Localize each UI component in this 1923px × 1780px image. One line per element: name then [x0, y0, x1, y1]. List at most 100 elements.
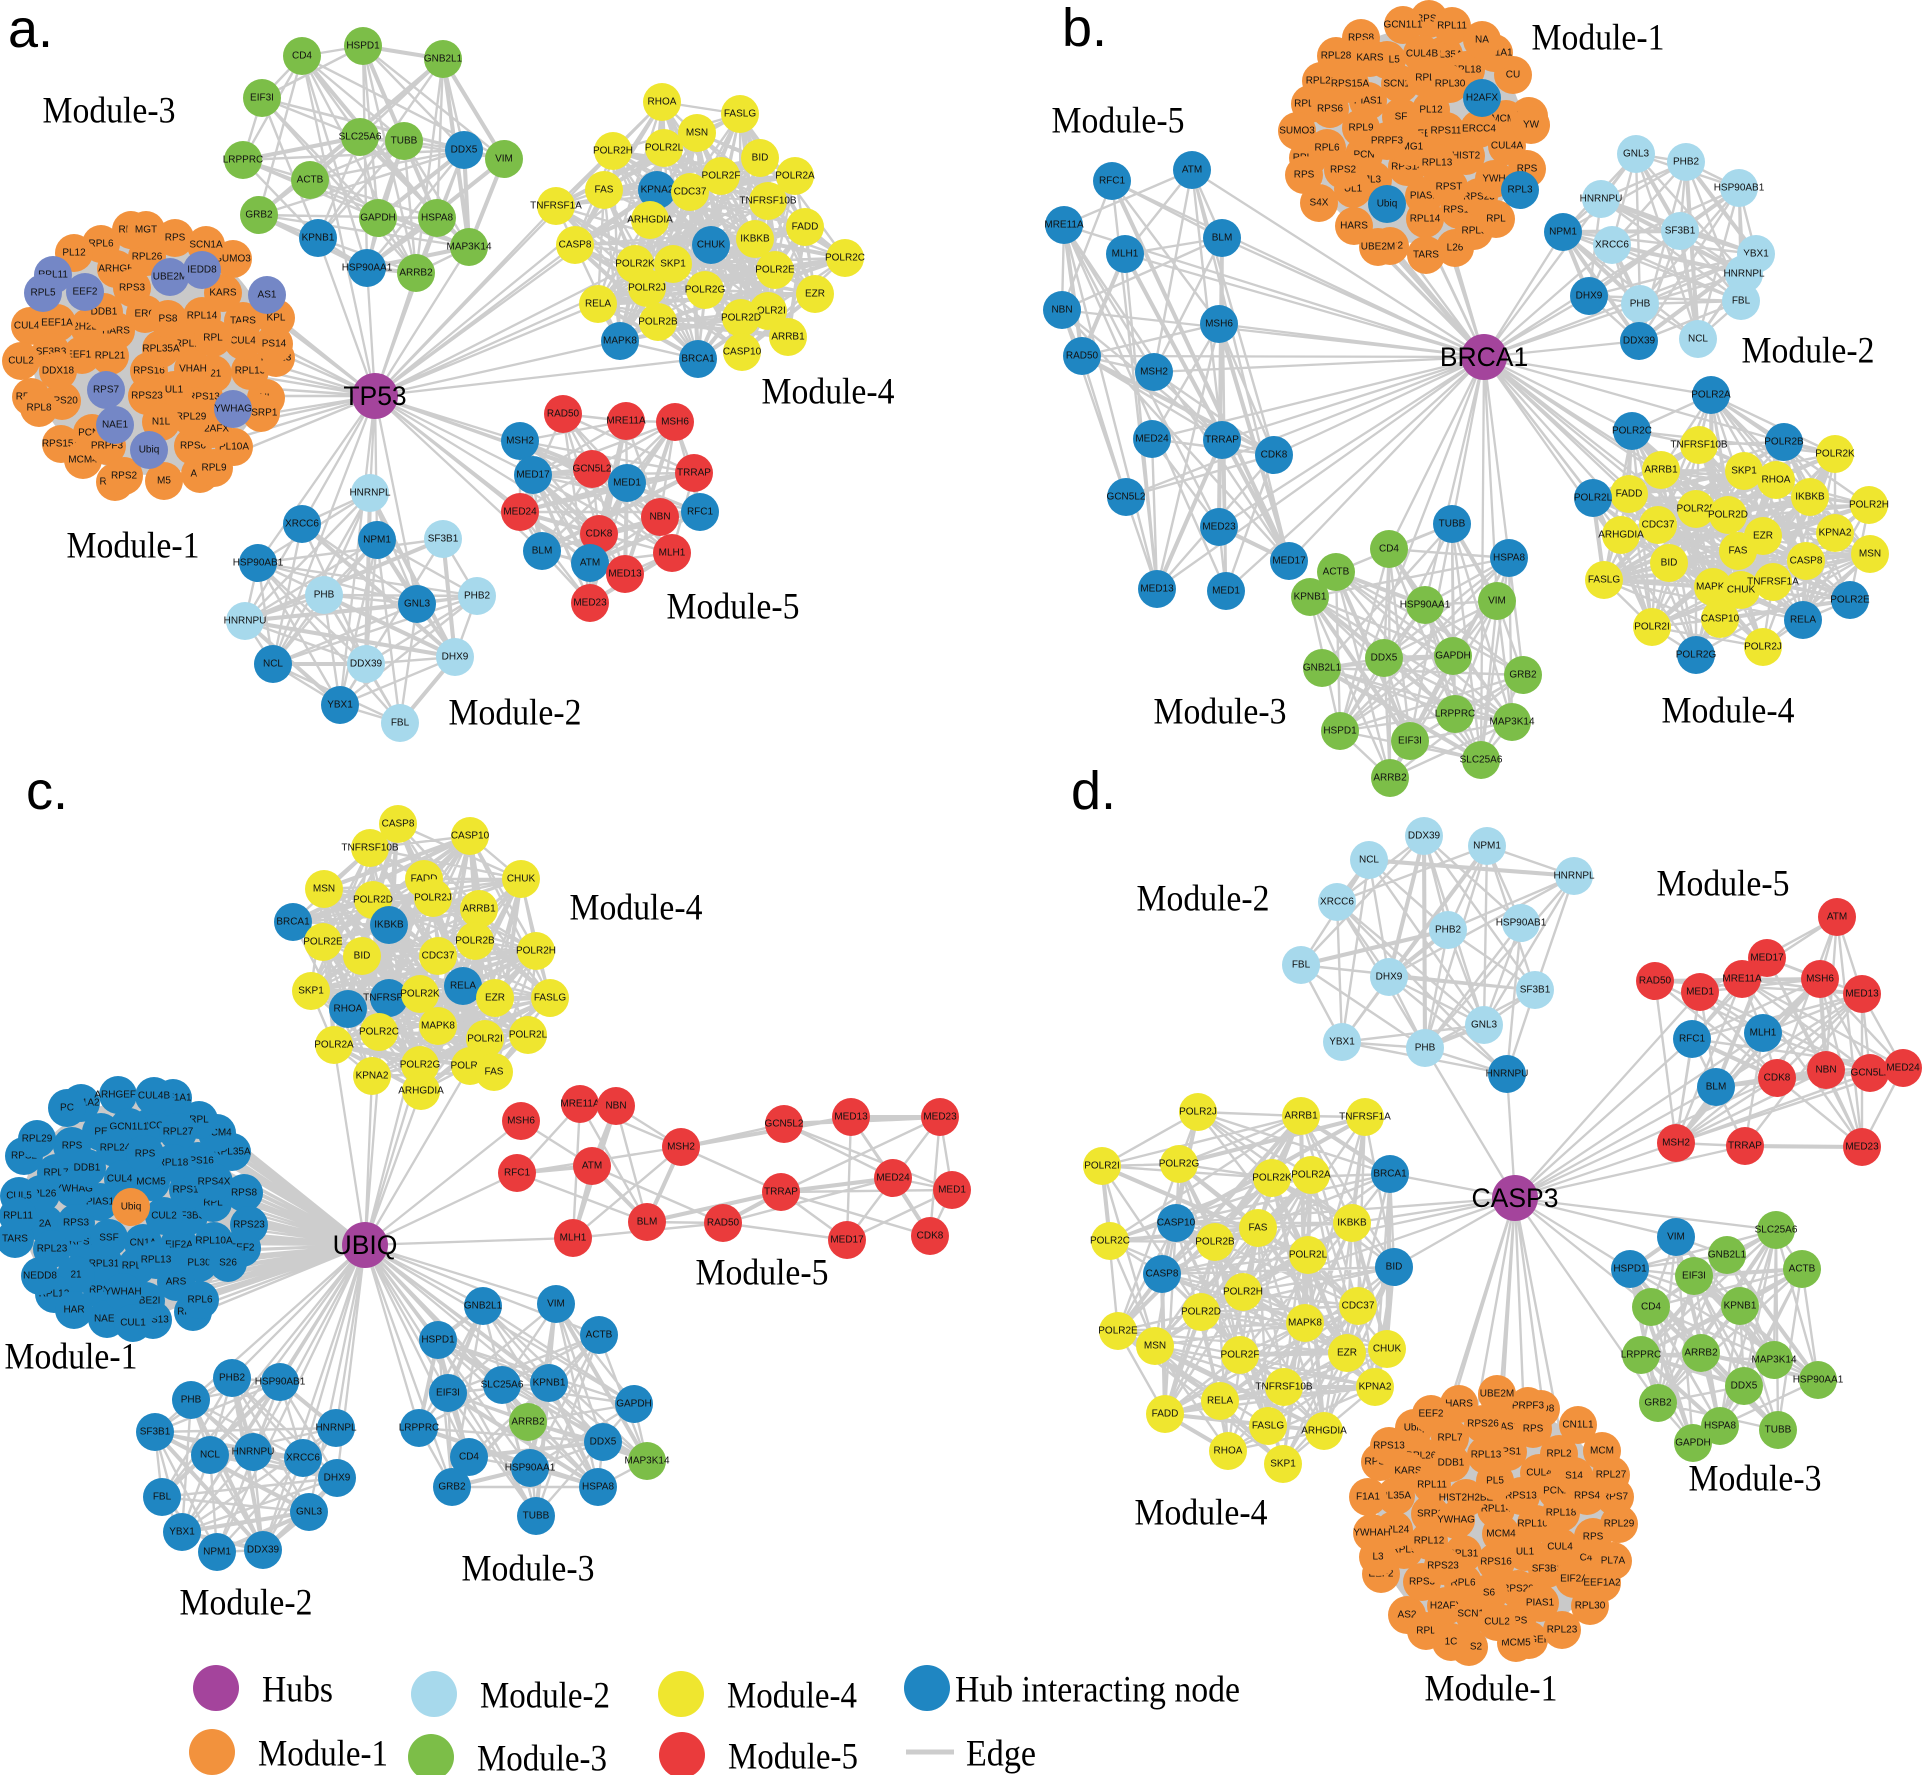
svg-text:ARRB1: ARRB1 — [462, 904, 496, 915]
svg-text:ARRB1: ARRB1 — [1284, 1111, 1318, 1122]
svg-text:RPL3: RPL3 — [1507, 185, 1532, 196]
svg-text:RPL7: RPL7 — [43, 1168, 68, 1179]
svg-text:S14: S14 — [1565, 1471, 1583, 1482]
svg-text:JL3: JL3 — [1365, 175, 1382, 186]
svg-text:IKBKB: IKBKB — [1795, 492, 1825, 503]
svg-text:FAS: FAS — [1729, 546, 1748, 557]
svg-text:DHX9: DHX9 — [324, 1473, 351, 1484]
svg-text:YWHAG: YWHAG — [1437, 1515, 1475, 1526]
svg-text:ACTB: ACTB — [1323, 567, 1350, 578]
svg-text:POLR2C: POLR2C — [825, 253, 865, 264]
svg-text:MCM5: MCM5 — [136, 1177, 166, 1188]
svg-text:RPL18: RPL18 — [1451, 65, 1482, 76]
svg-text:CU: CU — [1506, 70, 1520, 81]
svg-text:RPL21: RPL21 — [1306, 76, 1337, 87]
svg-text:Module-2: Module-2 — [449, 693, 582, 734]
svg-text:GNB2L1: GNB2L1 — [424, 54, 463, 65]
svg-text:POLR2D: POLR2D — [1181, 1307, 1221, 1318]
svg-text:LRPPRC: LRPPRC — [1435, 709, 1476, 720]
svg-text:RPS15A: RPS15A — [42, 439, 81, 450]
svg-text:MED23: MED23 — [1845, 1142, 1879, 1153]
svg-text:Module-3: Module-3 — [1154, 692, 1287, 733]
svg-text:DDB1: DDB1 — [74, 1163, 101, 1174]
svg-text:FAS: FAS — [595, 185, 614, 196]
svg-text:VHAH: VHAH — [179, 364, 207, 375]
svg-text:M5: M5 — [157, 476, 171, 487]
svg-text:H2AFX: H2AFX — [1466, 93, 1499, 104]
svg-text:RPL35A: RPL35A — [1425, 50, 1463, 61]
svg-text:PL12: PL12 — [62, 248, 86, 259]
svg-text:XRCC6: XRCC6 — [1320, 897, 1354, 908]
svg-text:RPS13: RPS13 — [1443, 205, 1475, 216]
svg-text:MSH2: MSH2 — [1662, 1138, 1690, 1149]
svg-text:EZR: EZR — [485, 993, 505, 1004]
svg-text:CN1L1: CN1L1 — [1562, 1420, 1594, 1431]
svg-text:N1L: N1L — [152, 417, 171, 428]
svg-text:DDX5: DDX5 — [451, 145, 478, 156]
svg-text:RPL10A: RPL10A — [195, 1236, 233, 1247]
svg-text:L3: L3 — [1372, 1552, 1384, 1563]
svg-text:MED24: MED24 — [503, 507, 537, 518]
svg-text:SKP1: SKP1 — [1270, 1459, 1296, 1470]
svg-text:SUMO3: SUMO3 — [1279, 126, 1315, 137]
svg-text:RHOA: RHOA — [334, 1004, 363, 1015]
svg-text:PHB2: PHB2 — [219, 1373, 246, 1384]
svg-text:RPS7: RPS7 — [69, 1237, 96, 1248]
svg-text:PL35A: PL35A — [1381, 1491, 1411, 1502]
svg-text:DHX9: DHX9 — [1376, 972, 1403, 983]
svg-text:FBL: FBL — [391, 718, 410, 729]
svg-text:GRB2: GRB2 — [1644, 1398, 1672, 1409]
svg-text:SLC25A6: SLC25A6 — [1755, 1225, 1798, 1236]
svg-text:DDX39: DDX39 — [247, 1545, 280, 1556]
svg-text:SF3B3: SF3B3 — [174, 1211, 205, 1222]
svg-text:YBX1: YBX1 — [327, 700, 353, 711]
svg-text:ERCC4: ERCC4 — [1462, 124, 1496, 135]
svg-text:BRCA1: BRCA1 — [1373, 1169, 1407, 1180]
svg-text:Module-2: Module-2 — [1742, 331, 1875, 372]
svg-text:L26: L26 — [1447, 243, 1464, 254]
svg-text:HSP90AA1: HSP90AA1 — [1793, 1375, 1844, 1386]
svg-text:POLR2H: POLR2H — [593, 146, 633, 157]
svg-text:EEF1A2: EEF1A2 — [1583, 1578, 1621, 1589]
svg-text:MLH1: MLH1 — [560, 1233, 587, 1244]
svg-text:Module-1: Module-1 — [258, 1734, 388, 1775]
svg-text:RFC1: RFC1 — [504, 1168, 531, 1179]
svg-text:RPS: RPS — [165, 233, 186, 244]
svg-text:POLR2E: POLR2E — [1830, 595, 1870, 606]
svg-text:NCL: NCL — [1359, 855, 1379, 866]
svg-text:GRB2: GRB2 — [438, 1482, 466, 1493]
svg-text:BLM: BLM — [1212, 233, 1233, 244]
svg-text:CASP3: CASP3 — [1472, 1183, 1559, 1213]
svg-text:RPL12: RPL12 — [175, 339, 206, 350]
svg-text:YWHAG: YWHAG — [214, 404, 252, 415]
svg-text:S4X: S4X — [1310, 198, 1329, 209]
svg-text:NCL: NCL — [263, 659, 283, 670]
svg-text:Module-3: Module-3 — [43, 91, 176, 132]
svg-text:RPS8: RPS8 — [1348, 33, 1375, 44]
svg-text:RPL13: RPL13 — [1471, 1450, 1502, 1461]
svg-text:POLR2E: POLR2E — [1098, 1326, 1138, 1337]
svg-text:RPS16: RPS16 — [133, 366, 165, 377]
svg-text:GNL3: GNL3 — [1471, 1020, 1498, 1031]
svg-text:RELA: RELA — [1790, 615, 1816, 626]
svg-text:H2AFX: H2AFX — [1430, 1601, 1463, 1612]
svg-text:MED13: MED13 — [1140, 584, 1174, 595]
svg-text:POLR2L: POLR2L — [1574, 493, 1613, 504]
svg-text:Module-4: Module-4 — [570, 888, 703, 929]
svg-text:TNFRSF10B: TNFRSF10B — [341, 843, 399, 854]
svg-text:Module-4: Module-4 — [1662, 691, 1795, 732]
svg-text:MSH6: MSH6 — [1205, 319, 1233, 330]
svg-text:RPL13: RPL13 — [141, 1255, 172, 1266]
svg-text:MED13: MED13 — [608, 569, 642, 580]
svg-text:POLR2K: POLR2K — [1252, 1173, 1292, 1184]
svg-text:RPL11: RPL11 — [38, 270, 68, 281]
svg-text:RPS23: RPS23 — [233, 1220, 265, 1231]
svg-text:HNRNPU: HNRNPU — [1580, 194, 1623, 205]
svg-text:Module-3: Module-3 — [462, 1549, 595, 1590]
svg-text:MSH6: MSH6 — [661, 417, 689, 428]
svg-text:RPS: RPS — [1523, 1424, 1544, 1435]
svg-text:NBN: NBN — [605, 1101, 626, 1112]
svg-text:PHB: PHB — [1630, 299, 1651, 310]
svg-text:EEF1A: EEF1A — [41, 318, 73, 329]
svg-text:POLR2B: POLR2B — [1195, 1237, 1235, 1248]
